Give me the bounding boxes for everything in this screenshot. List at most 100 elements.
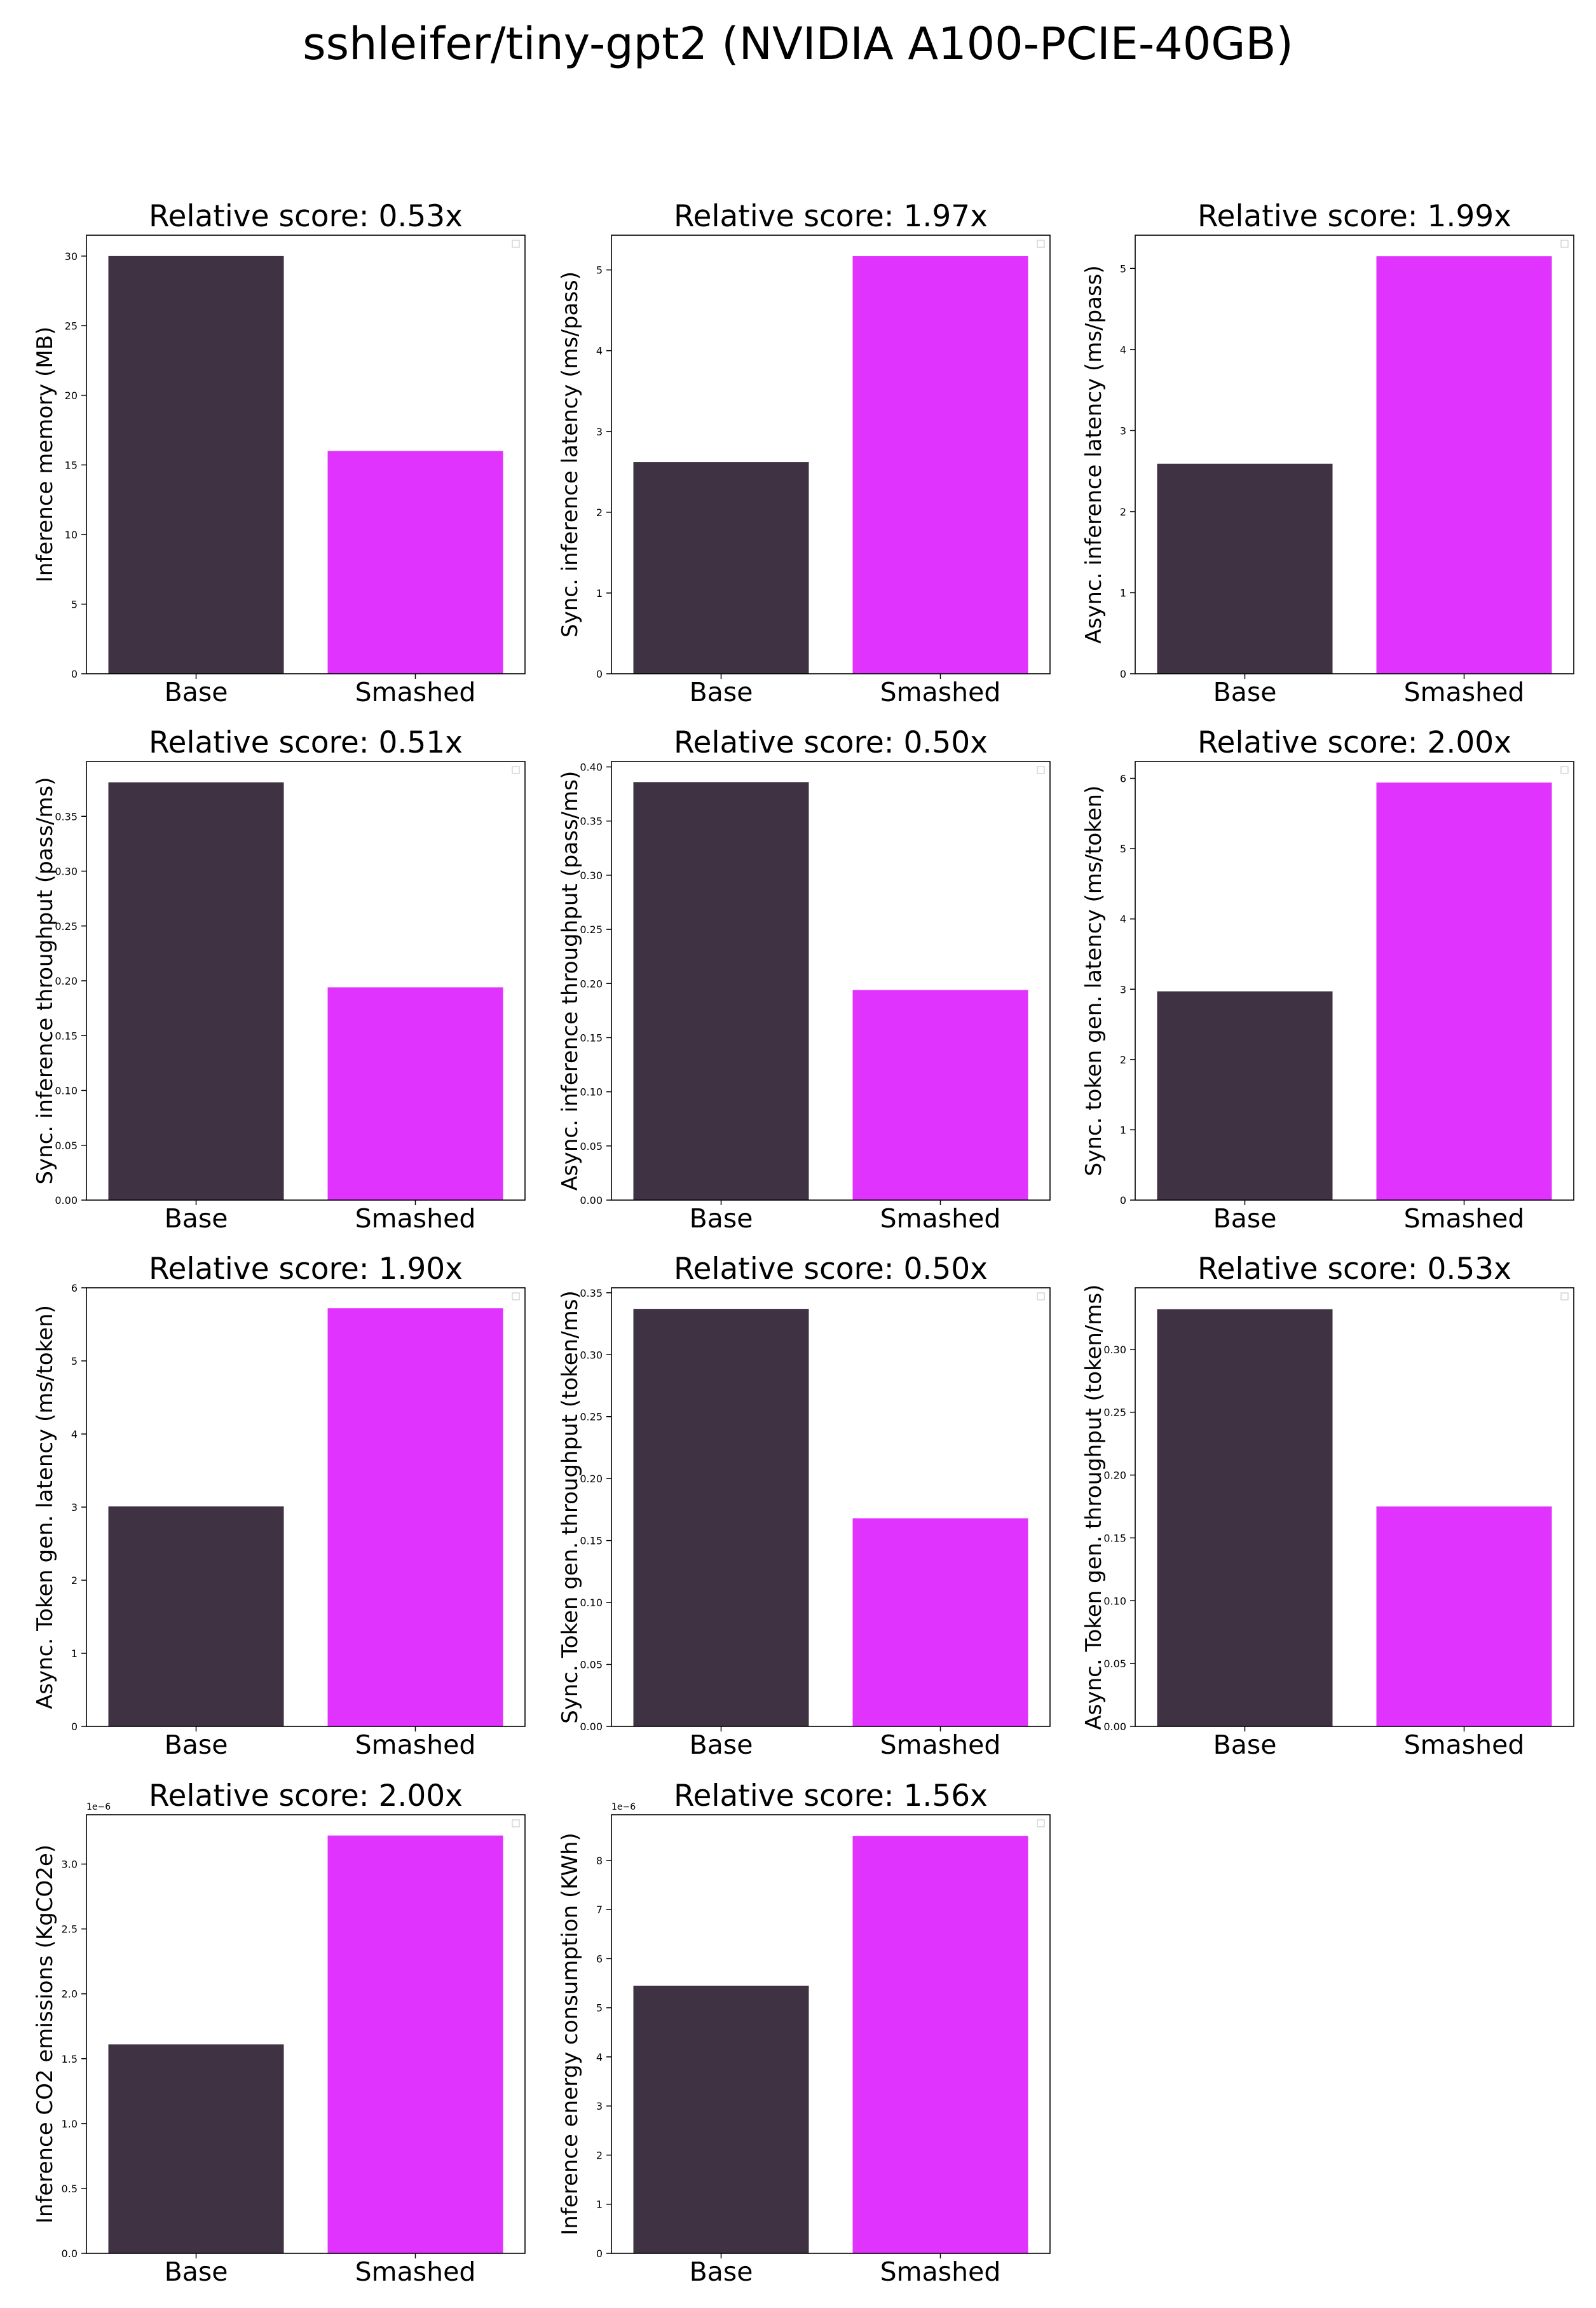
y-tick-label: 6	[1120, 773, 1126, 785]
y-tick-label: 1.5	[62, 2053, 78, 2065]
y-tick-label: 1	[596, 2199, 603, 2211]
y-tick-label: 5	[1120, 263, 1126, 275]
subplot-title: Relative score: 2.00x	[1197, 725, 1511, 760]
y-tick-label: 0.00	[580, 1721, 603, 1733]
y-tick-label: 0.10	[55, 1085, 78, 1097]
x-tick-label: Base	[165, 2257, 228, 2287]
subplot-title: Relative score: 1.56x	[674, 1779, 988, 1813]
y-tick-label: 0.5	[62, 2183, 78, 2195]
y-tick-label: 0.25	[580, 1411, 603, 1423]
subplot-title: Relative score: 0.51x	[149, 725, 463, 760]
x-tick-label: Smashed	[355, 677, 476, 707]
legend-box	[512, 1819, 520, 1827]
y-tick-label: 0.40	[580, 761, 603, 774]
y-tick-label: 1	[71, 1648, 78, 1660]
y-axis-label: Inference memory (MB)	[32, 327, 58, 583]
bar-base	[108, 256, 284, 674]
y-tick-label: 0	[71, 1721, 78, 1733]
bar-base	[633, 462, 809, 674]
axes-frame	[1135, 235, 1574, 674]
y-tick-label: 4	[71, 1428, 78, 1440]
x-tick-label: Smashed	[880, 1730, 1001, 1760]
y-tick-label: 0.15	[580, 1535, 603, 1547]
bar-base	[108, 1506, 284, 1726]
y-tick-label: 0	[596, 668, 603, 680]
x-tick-label: Smashed	[1404, 1730, 1525, 1760]
x-tick-label: Base	[1213, 677, 1277, 707]
subplot-2: Relative score: 1.97x 0 1 2 3 4 5 Sync. inferen…	[557, 199, 1051, 707]
y-tick-label: 25	[65, 320, 78, 332]
y-tick-label: 3	[1120, 983, 1126, 995]
y-axis-label: Async. inference latency (ms/pass)	[1081, 265, 1107, 643]
bar-smashed	[327, 1308, 503, 1726]
y-tick-label: 5	[71, 1355, 78, 1367]
y-tick-label: 0.30	[580, 870, 603, 882]
y-tick-label: 2	[596, 507, 603, 519]
bar-smashed	[327, 987, 503, 1200]
subplot-4: Relative score: 0.51x 0.00 0.05 0.10 0.15 0.2…	[32, 725, 526, 1234]
y-tick-label: 0.00	[55, 1194, 78, 1206]
subplot-5: Relative score: 0.50x 0.00 0.05 0.10 0.15 0.2…	[557, 725, 1051, 1234]
y-tick-label: 0.30	[580, 1349, 603, 1361]
y-axis-label: Async. inference throughput (pass/ms)	[557, 771, 583, 1191]
y-tick-label: 6	[71, 1282, 78, 1294]
y-axis-label: Async. Token gen. latency (ms/token)	[32, 1305, 58, 1709]
x-tick-label: Smashed	[1404, 1203, 1525, 1234]
bar-base	[1157, 463, 1333, 674]
y-tick-label: 0	[1120, 1194, 1126, 1206]
y-tick-label: 7	[596, 1904, 603, 1916]
y-tick-label: 0.10	[580, 1597, 603, 1609]
subplot-title: Relative score: 0.53x	[1197, 1252, 1511, 1287]
y-tick-label: 1.0	[62, 2118, 78, 2130]
x-tick-label: Smashed	[355, 2257, 476, 2287]
y-tick-label: 5	[596, 2002, 603, 2014]
subplot-title: Relative score: 2.00x	[149, 1779, 463, 1813]
y-axis-label: Sync. Token gen. throughput (token/ms)	[557, 1290, 583, 1724]
subplot-7: Relative score: 1.90x 0 1 2 3 4 5 6 Async. Token…	[32, 1252, 526, 1760]
legend-box	[1037, 766, 1045, 774]
axes-frame	[611, 1287, 1051, 1727]
y-tick-label: 6	[596, 1953, 603, 1965]
y-tick-label: 0.35	[580, 1287, 603, 1299]
y-tick-label: 0.10	[1103, 1595, 1126, 1607]
x-tick-label: Base	[690, 1730, 753, 1760]
bar-smashed	[852, 1836, 1028, 2253]
y-tick-label: 0.25	[1103, 1407, 1126, 1419]
subplot-9: Relative score: 0.53x 0.00 0.05 0.10 0.15 0.2…	[1081, 1252, 1574, 1760]
y-axis-label: Sync. token gen. latency (ms/token)	[1081, 786, 1107, 1177]
y-tick-label: 0	[596, 2248, 603, 2260]
x-tick-label: Smashed	[880, 2257, 1001, 2287]
bar-smashed	[1376, 782, 1552, 1200]
bar-base	[633, 782, 809, 1200]
x-tick-label: Smashed	[880, 677, 1001, 707]
legend-box	[1560, 1292, 1569, 1301]
bar-smashed	[327, 451, 503, 674]
y-tick-label: 0.35	[55, 810, 78, 823]
y-tick-label: 4	[1120, 344, 1126, 356]
y-tick-label: 20	[65, 390, 78, 402]
figure-title: sshleifer/tiny-gpt2 (NVIDIA A100-PCIE-40…	[303, 18, 1293, 70]
y-axis-label: Async. Token gen. throughput (token/ms)	[1081, 1285, 1107, 1730]
y-tick-label: 5	[71, 598, 78, 610]
y-tick-label: 0	[1120, 668, 1126, 680]
y-tick-label: 2	[596, 2149, 603, 2161]
y-tick-label: 2	[71, 1574, 78, 1587]
legend-box	[1560, 766, 1569, 774]
y-axis-label: Inference CO2 emissions (KgCO2e)	[32, 1845, 58, 2223]
y-axis-label: Sync. inference throughput (pass/ms)	[32, 777, 58, 1184]
y-tick-label: 0.20	[55, 975, 78, 987]
legend-box	[512, 766, 520, 774]
subplot-title: Relative score: 1.90x	[149, 1252, 463, 1287]
x-tick-label: Base	[690, 1203, 753, 1234]
y-tick-label: 0.0	[62, 2248, 78, 2260]
bar-base	[633, 1309, 809, 1726]
bar-smashed	[852, 990, 1028, 1200]
y-tick-label: 0.15	[55, 1030, 78, 1042]
axis-offset-text: 1e−6	[611, 1802, 636, 1812]
y-tick-label: 3	[1120, 425, 1126, 437]
y-tick-label: 2.5	[62, 1923, 78, 1936]
axis-offset-text: 1e−6	[86, 1802, 111, 1812]
y-tick-label: 1	[1120, 1124, 1126, 1136]
legend-box	[1560, 240, 1569, 248]
y-tick-label: 2	[1120, 1054, 1126, 1066]
